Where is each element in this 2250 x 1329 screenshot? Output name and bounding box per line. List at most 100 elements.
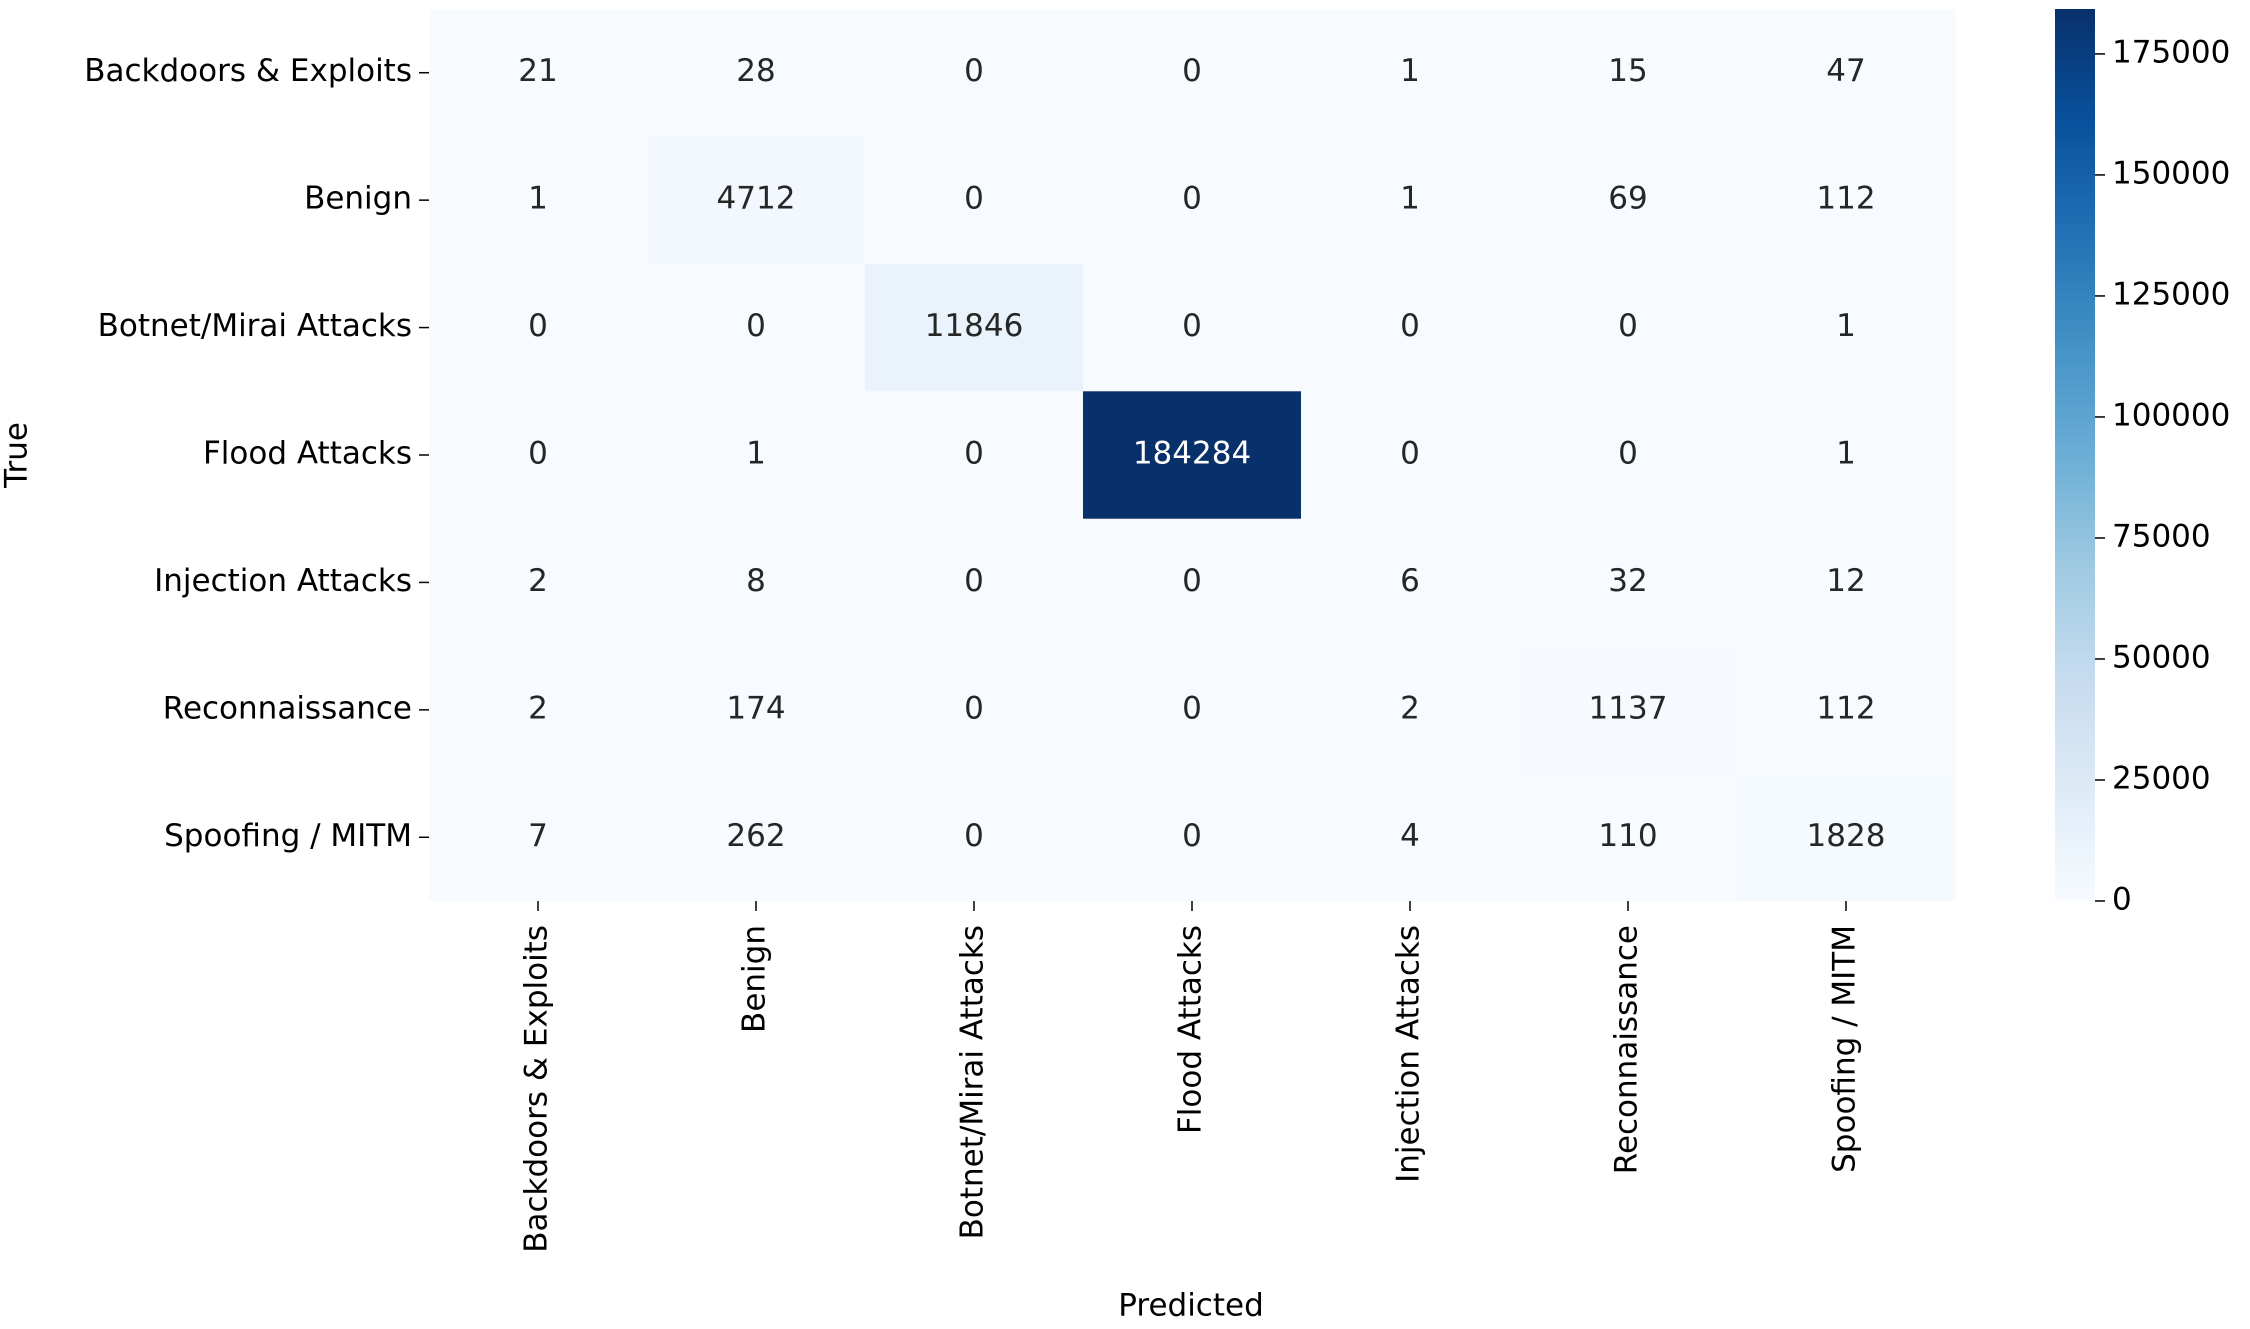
heatmap-cell [647,518,866,647]
heatmap-cell [647,263,866,392]
cell-label: 262 [726,818,785,854]
cell-label: 0 [1182,53,1202,89]
colorbar-tick-label: 175000 [2112,34,2230,70]
heatmap-cell [1301,646,1520,775]
heatmap-cell [1519,136,1738,265]
cell-label: 0 [1618,308,1638,344]
heatmap-cell [1737,646,1956,775]
cell-label: 6 [1400,563,1420,599]
heatmap-cell [647,646,866,775]
heatmap-cell [647,773,866,902]
cell-label: 1 [528,181,548,217]
heatmap-cell [1737,263,1956,392]
heatmap-cell [1519,391,1738,520]
heatmap-cell [865,263,1084,392]
x-axis-label: Predicted [1118,1288,1264,1324]
y-tick-label: Injection Attacks [154,563,412,599]
heatmap-cell [1519,773,1738,902]
cell-label: 4 [1400,818,1420,854]
colorbar-tick-label: 100000 [2112,397,2230,433]
y-tick-label: Backdoors & Exploits [84,53,412,89]
x-tick-label: Backdoors & Exploits [519,925,555,1253]
heatmap-cell [1519,9,1738,137]
heatmap-cell [1737,136,1956,265]
heatmap-cell [1301,391,1520,520]
heatmap-cell [647,136,866,265]
heatmap-cell [1737,773,1956,902]
cell-label: 12 [1826,563,1865,599]
cell-label: 0 [528,308,548,344]
cell-label: 0 [964,53,984,89]
cell-label: 0 [528,436,548,472]
heatmap-cell [429,263,648,392]
cell-label: 32 [1608,563,1647,599]
cell-label: 0 [1182,690,1202,726]
cell-label: 0 [1182,181,1202,217]
y-tick-label: Botnet/Mirai Attacks [98,308,412,344]
colorbar-tick-label: 0 [2112,882,2132,918]
y-tick-label: Spoofing / MITM [164,818,412,854]
cell-label: 1137 [1589,690,1668,726]
heatmap-cell [429,518,648,647]
cell-label: 69 [1608,181,1647,217]
cell-label: 112 [1816,181,1875,217]
x-tick-label: Benign [737,925,773,1033]
heatmap-cell [1301,263,1520,392]
heatmap-cell [429,646,648,775]
cell-label: 15 [1608,53,1647,89]
cell-label: 0 [1182,563,1202,599]
colorbar-tick-label: 125000 [2112,276,2230,312]
y-tick-label: Flood Attacks [203,436,412,472]
cell-label: 2 [528,690,548,726]
cell-label: 0 [1400,308,1420,344]
cell-label: 0 [964,436,984,472]
cell-label: 110 [1598,818,1657,854]
x-tick-label: Reconnaissance [1609,925,1645,1174]
cell-label: 1828 [1807,818,1886,854]
x-tick-label: Botnet/Mirai Attacks [955,925,991,1239]
y-axis-label: True [0,422,35,489]
cell-label: 1 [1836,436,1856,472]
cell-label: 0 [1618,436,1638,472]
cell-label: 184284 [1133,436,1251,472]
heatmap-cell [1737,9,1956,137]
cell-label: 1 [1400,53,1420,89]
cell-label: 0 [964,563,984,599]
heatmap-cell [1519,518,1738,647]
y-tick-label: Reconnaissance [163,690,412,726]
heatmap-cell [865,518,1084,647]
heatmap-cell [865,646,1084,775]
cell-label: 0 [964,181,984,217]
heatmap-cell [1083,773,1302,902]
heatmap-cell [429,391,648,520]
heatmap-cell [1083,9,1302,137]
cell-label: 2 [528,563,548,599]
cell-label: 1 [1836,308,1856,344]
heatmap-cell [1083,391,1302,520]
heatmap-cell [1083,646,1302,775]
colorbar [2055,9,2095,901]
heatmap-cell [865,136,1084,265]
cell-label: 4712 [717,181,796,217]
heatmap-cell [1737,391,1956,520]
heatmap-cell [647,391,866,520]
cell-label: 2 [1400,690,1420,726]
cell-label: 0 [1400,436,1420,472]
y-tick-label: Benign [304,181,412,217]
cell-label: 174 [726,690,785,726]
x-tick-label: Injection Attacks [1391,925,1427,1183]
heatmap-cell [1301,9,1520,137]
cell-label: 0 [1182,818,1202,854]
heatmap-cell [1519,263,1738,392]
heatmap-cell [1519,646,1738,775]
cell-label: 0 [746,308,766,344]
colorbar-tick-label: 75000 [2112,518,2211,554]
x-tick-label: Flood Attacks [1173,925,1209,1134]
heatmap-cell [1301,773,1520,902]
heatmap-cell [1083,136,1302,265]
cell-label: 0 [964,690,984,726]
cell-label: 8 [746,563,766,599]
cell-label: 0 [1182,308,1202,344]
heatmap-cell [865,9,1084,137]
